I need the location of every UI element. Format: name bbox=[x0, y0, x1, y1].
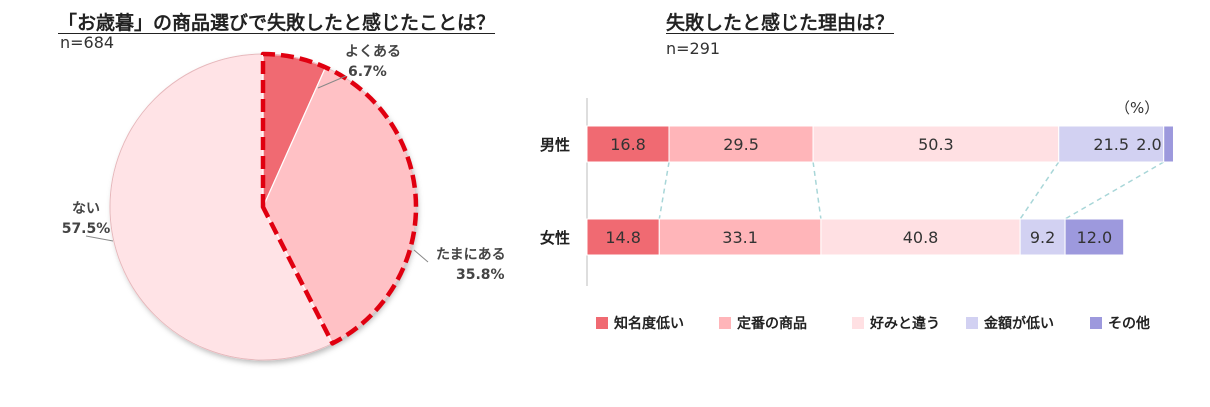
bar-category-female: 女性 bbox=[540, 229, 570, 247]
bar-segment-recognition bbox=[586, 125, 670, 163]
stacked-bar-chart: （%） 男性 16.8 29.5 50.3 21.5 2.0 女性 14.8 33.1 40.8 9.… bbox=[540, 98, 1174, 286]
legend-label-recognition: 知名度低い bbox=[614, 315, 684, 332]
bar-value-label: 40.8 bbox=[903, 228, 939, 247]
legend-swatch-other bbox=[1090, 317, 1102, 329]
bar-segment-taste bbox=[820, 218, 1021, 256]
bar-value-label: 29.5 bbox=[723, 135, 759, 154]
pie-label-often: よくある bbox=[345, 44, 401, 60]
bar-segment-other bbox=[1163, 125, 1174, 163]
bar-value-label: 2.0 bbox=[1136, 135, 1161, 154]
bar-segment-standard bbox=[658, 218, 822, 256]
pie-label-never-value: 57.5% bbox=[62, 221, 111, 237]
legend-swatch-taste bbox=[852, 317, 864, 329]
bar-connector-line bbox=[1019, 161, 1060, 220]
bar-value-label: 9.2 bbox=[1030, 228, 1055, 247]
pie-sample-size: n=684 bbox=[60, 33, 115, 52]
bar-segment-other bbox=[1064, 218, 1125, 256]
bar-segment-price bbox=[1019, 218, 1066, 256]
bar-value-label: 33.1 bbox=[722, 228, 758, 247]
pie-label-sometimes-leader bbox=[413, 249, 429, 263]
pie-label-never-leader bbox=[85, 235, 114, 242]
bar-sample-size: n=291 bbox=[666, 39, 721, 58]
bar-category-male: 男性 bbox=[540, 136, 570, 154]
bar-segment-price bbox=[1058, 125, 1165, 163]
bar-chart-title: 失敗したと感じた理由は？ bbox=[666, 12, 895, 34]
bar-segment-standard bbox=[668, 125, 814, 163]
bar-segment-recognition bbox=[586, 218, 660, 256]
legend-label-standard: 定番の商品 bbox=[737, 315, 807, 332]
legend-swatch-standard bbox=[719, 317, 731, 329]
bar-value-label: 14.8 bbox=[605, 228, 641, 247]
pie-highlight-border bbox=[260, 51, 419, 346]
pie-label-often-value: 6.7% bbox=[348, 64, 387, 80]
bar-value-label: 50.3 bbox=[918, 135, 954, 154]
bar-legend: 知名度低い 定番の商品 好みと違う 金額が低い その他 bbox=[596, 315, 1150, 332]
bar-unit-label: （%） bbox=[1115, 99, 1159, 117]
pie-label-sometimes: たまにある bbox=[436, 247, 506, 263]
legend-label-other: その他 bbox=[1108, 315, 1150, 332]
bar-connector-line bbox=[658, 161, 670, 220]
bar-connector-line bbox=[1064, 161, 1165, 220]
bar-segment-taste bbox=[812, 125, 1060, 163]
bar-value-label: 12.0 bbox=[1077, 228, 1113, 247]
bar-value-label: 16.8 bbox=[610, 135, 646, 154]
legend-label-price: 金額が低い bbox=[983, 315, 1054, 332]
pie-chart: よくある 6.7% たまにある 35.8% ない 57.5% bbox=[62, 44, 506, 361]
bar-connector-line bbox=[812, 161, 822, 220]
legend-swatch-price bbox=[966, 317, 978, 329]
pie-label-never: ない bbox=[72, 201, 100, 217]
pie-chart-title: 「お歳暮」の商品選びで失敗したと感じたことは？ bbox=[58, 12, 496, 34]
legend-label-taste: 好みと違う bbox=[869, 315, 940, 332]
pie-label-sometimes-value: 35.8% bbox=[456, 267, 505, 283]
bar-value-label: 21.5 bbox=[1093, 135, 1129, 154]
pie-label-often-leader bbox=[317, 75, 347, 89]
legend-swatch-recognition bbox=[596, 317, 608, 329]
